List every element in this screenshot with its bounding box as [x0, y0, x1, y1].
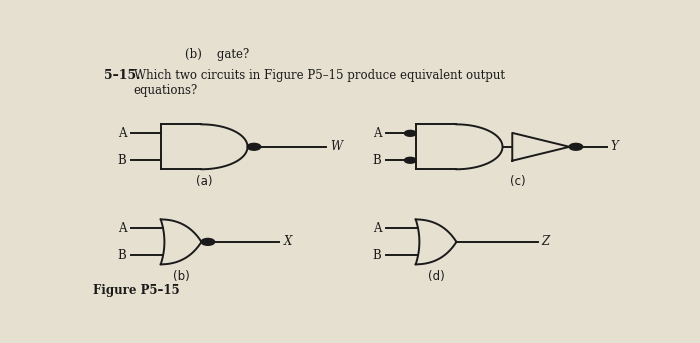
Text: (a): (a): [196, 175, 212, 188]
Circle shape: [405, 131, 416, 136]
Text: A: A: [373, 222, 382, 235]
Text: B: B: [118, 154, 127, 167]
Text: W: W: [330, 140, 342, 153]
Text: Y: Y: [610, 140, 618, 153]
Text: B: B: [118, 249, 127, 262]
Circle shape: [248, 144, 260, 150]
Text: A: A: [118, 127, 127, 140]
Text: Z: Z: [541, 235, 550, 248]
Text: (d): (d): [428, 270, 444, 283]
Circle shape: [405, 157, 416, 163]
Text: X: X: [284, 235, 292, 248]
Text: B: B: [373, 249, 382, 262]
Text: A: A: [373, 127, 382, 140]
Circle shape: [570, 144, 582, 150]
Text: (b)    gate?: (b) gate?: [185, 48, 249, 61]
Text: (c): (c): [510, 175, 526, 188]
Text: B: B: [373, 154, 382, 167]
Text: (b): (b): [173, 270, 190, 283]
Circle shape: [202, 239, 214, 245]
Text: Figure P5–15: Figure P5–15: [93, 284, 179, 297]
Text: 5–15.: 5–15.: [104, 69, 140, 82]
Text: Which two circuits in Figure P5–15 produce equivalent output
equations?: Which two circuits in Figure P5–15 produ…: [134, 69, 505, 97]
Text: A: A: [118, 222, 127, 235]
